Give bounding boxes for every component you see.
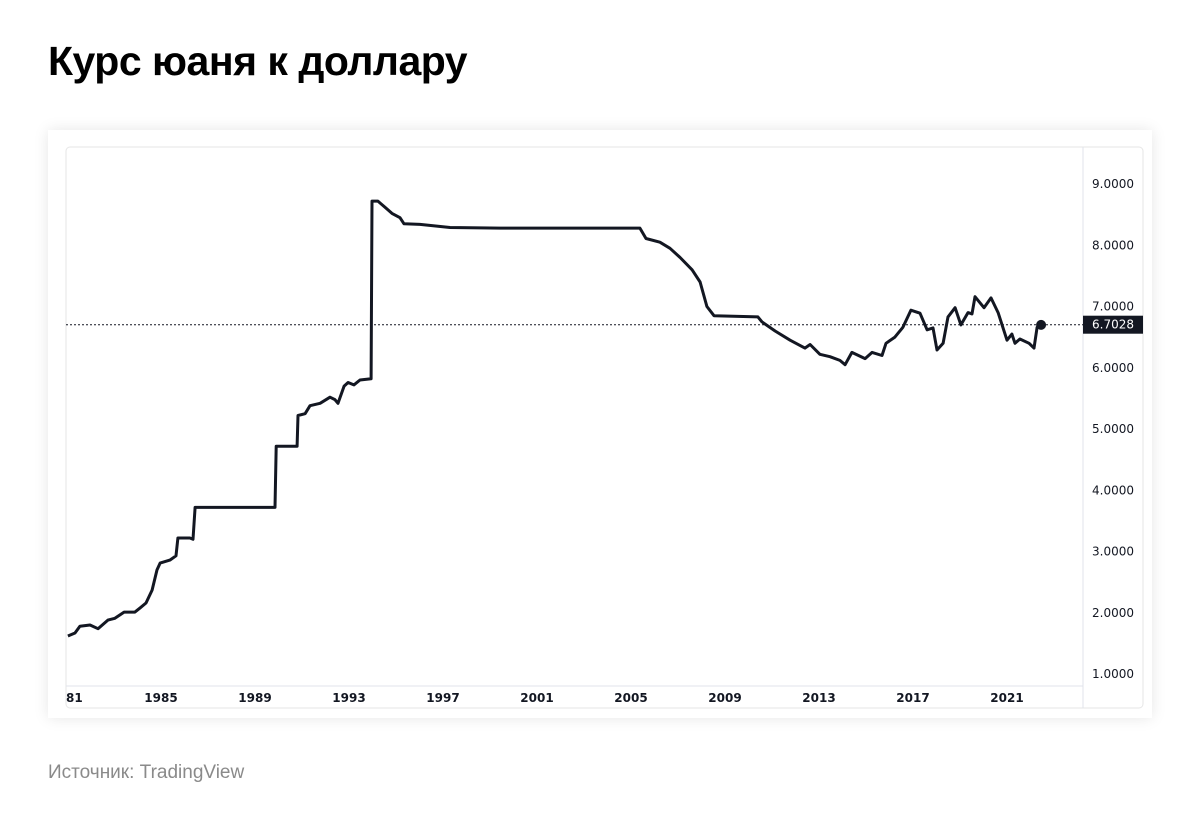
y-axis-ticks: 9.0000 8.0000 7.0000 6.0000 5.0000 4.0000 3.00… <box>1092 177 1134 681</box>
last-value-badge: 6.7028 <box>1083 315 1143 334</box>
x-tick-label: 81 <box>66 691 83 705</box>
x-tick-label: 2013 <box>802 691 835 705</box>
y-tick-label: 2.0000 <box>1092 606 1134 620</box>
y-tick-label: 3.0000 <box>1092 545 1134 559</box>
x-tick-label: 1989 <box>238 691 271 705</box>
x-tick-label: 2009 <box>708 691 741 705</box>
page-title: Курс юаня к доллару <box>48 38 468 84</box>
chart-frame <box>65 146 1144 709</box>
x-tick-label: 2017 <box>896 691 929 705</box>
y-tick-label: 4.0000 <box>1092 483 1134 497</box>
y-tick-label: 7.0000 <box>1092 300 1134 314</box>
x-tick-label: 2001 <box>520 691 553 705</box>
x-tick-label: 1997 <box>426 691 459 705</box>
last-value-label: 6.7028 <box>1092 318 1134 332</box>
x-tick-label: 1993 <box>332 691 365 705</box>
x-axis-ticks: 81 1985 1989 1993 1997 2001 2005 2009 2013 2017 20… <box>66 691 1024 705</box>
y-tick-label: 8.0000 <box>1092 238 1134 252</box>
x-tick-label: 2021 <box>990 691 1023 705</box>
x-tick-label: 1985 <box>144 691 177 705</box>
y-tick-label: 1.0000 <box>1092 667 1134 681</box>
series-line <box>67 199 1042 638</box>
last-value-point <box>1036 319 1047 330</box>
y-tick-label: 6.0000 <box>1092 361 1134 375</box>
y-tick-label: 9.0000 <box>1092 177 1134 191</box>
x-tick-label: 2005 <box>614 691 647 705</box>
y-tick-label: 5.0000 <box>1092 422 1134 436</box>
source-caption: Источник: TradingView <box>48 762 245 783</box>
